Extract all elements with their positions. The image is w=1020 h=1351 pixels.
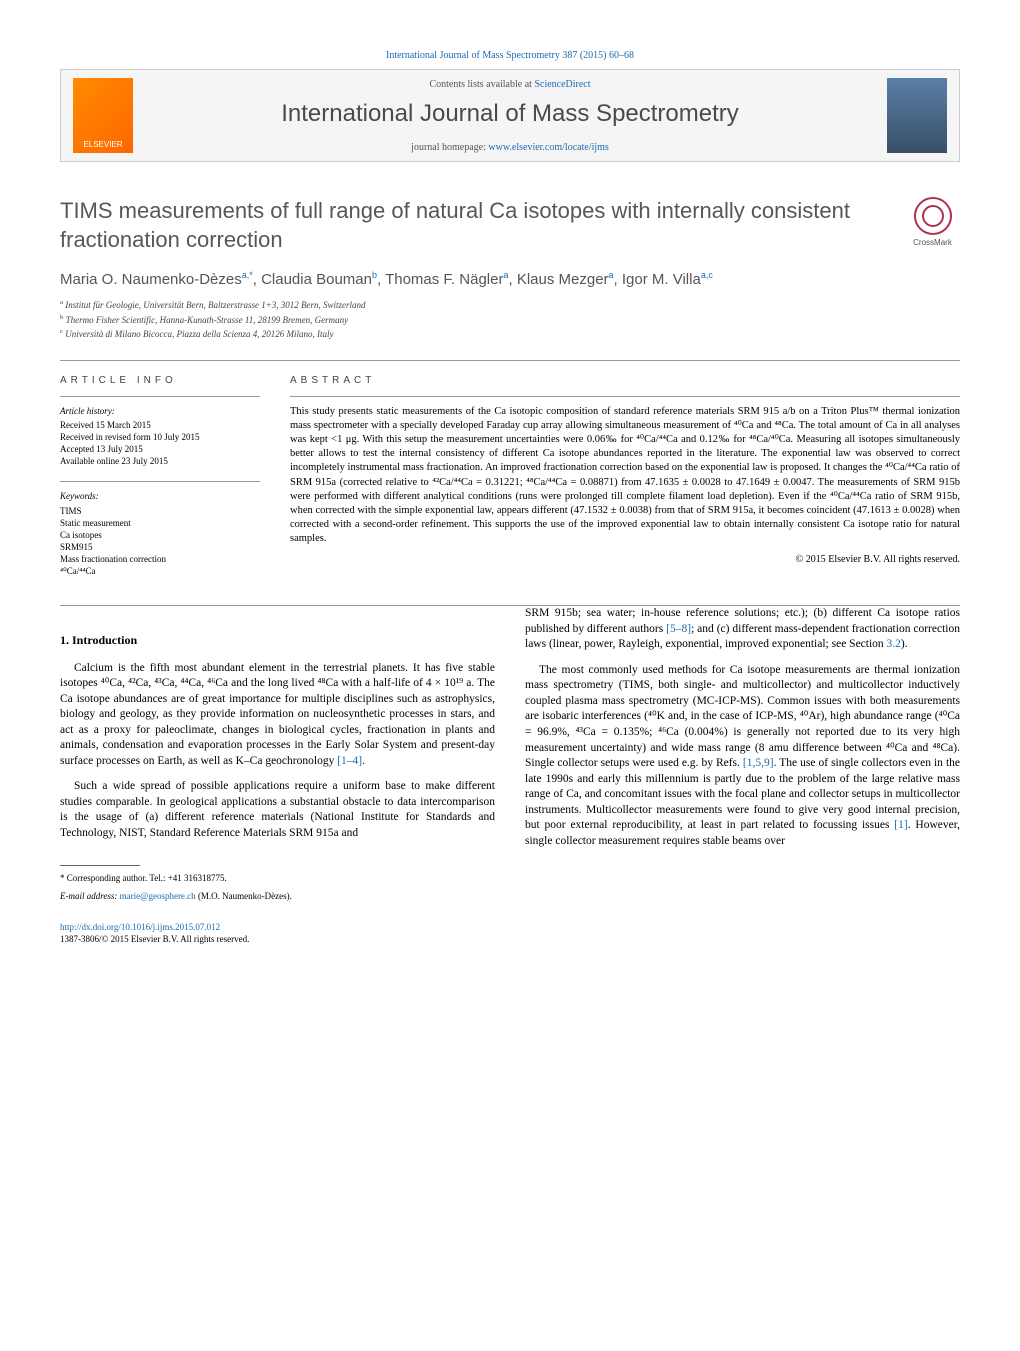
history-accepted: Accepted 13 July 2015: [60, 443, 260, 455]
body-paragraph: Calcium is the fifth most abundant eleme…: [60, 661, 495, 770]
copyright: © 2015 Elsevier B.V. All rights reserved…: [290, 554, 960, 565]
crossmark-label: CrossMark: [913, 238, 952, 247]
section-heading: 1. Introduction: [60, 632, 495, 648]
keyword: Ca isotopes: [60, 529, 260, 541]
ref-link[interactable]: [1]: [894, 819, 907, 831]
citation-link[interactable]: International Journal of Mass Spectromet…: [386, 50, 634, 61]
body-paragraph: The most commonly used methods for Ca is…: [525, 663, 960, 849]
history-revised: Received in revised form 10 July 2015: [60, 431, 260, 443]
email-line: E-mail address: marie@geosphere.ch (M.O.…: [60, 890, 495, 902]
page: International Journal of Mass Spectromet…: [0, 0, 1020, 985]
history-received: Received 15 March 2015: [60, 419, 260, 431]
keywords-label: Keywords:: [60, 490, 260, 502]
contents-prefix: Contents lists available at: [429, 79, 534, 90]
running-header: International Journal of Mass Spectromet…: [60, 50, 960, 61]
info-divider: [60, 396, 260, 397]
keyword: Mass fractionation correction: [60, 553, 260, 565]
body-col-left: 1. Introduction Calcium is the fifth mos…: [60, 606, 495, 944]
history-label: Article history:: [60, 405, 260, 417]
affiliation-b: b Thermo Fisher Scientific, Hanna-Kunath…: [60, 313, 960, 328]
corresponding-author: * Corresponding author. Tel.: +41 316318…: [60, 872, 495, 884]
keyword: TIMS: [60, 505, 260, 517]
ref-link[interactable]: [1–4]: [337, 755, 362, 767]
abstract: abstract This study presents static meas…: [290, 375, 960, 592]
crossmark-badge[interactable]: CrossMark: [905, 197, 960, 247]
homepage-link[interactable]: www.elsevier.com/locate/ijms: [488, 142, 608, 153]
issn-line: 1387-3806/© 2015 Elsevier B.V. All right…: [60, 933, 495, 945]
affiliations: a Institut für Geologie, Universität Ber…: [60, 298, 960, 342]
keyword: Static measurement: [60, 517, 260, 529]
info-heading: article info: [60, 375, 260, 386]
keyword: SRM915: [60, 541, 260, 553]
info-abstract-row: article info Article history: Received 1…: [60, 361, 960, 606]
crossmark-icon: [914, 197, 952, 235]
doi-link[interactable]: http://dx.doi.org/10.1016/j.ijms.2015.07…: [60, 922, 220, 932]
history-online: Available online 23 July 2015: [60, 455, 260, 467]
article-history: Article history: Received 15 March 2015 …: [60, 405, 260, 468]
affiliation-c: c Università di Milano Bicocca, Piazza d…: [60, 327, 960, 342]
contents-line: Contents lists available at ScienceDirec…: [133, 79, 887, 90]
abstract-text: This study presents static measurements …: [290, 405, 960, 547]
body-paragraph: SRM 915b; sea water; in-house reference …: [525, 606, 960, 653]
body-paragraph: Such a wide spread of possible applicati…: [60, 779, 495, 841]
abstract-heading: abstract: [290, 375, 960, 386]
email-label: E-mail address:: [60, 891, 120, 901]
doi-block: http://dx.doi.org/10.1016/j.ijms.2015.07…: [60, 921, 495, 945]
footnote-divider: [60, 865, 140, 866]
homepage-line: journal homepage: www.elsevier.com/locat…: [133, 142, 887, 153]
affiliation-a: a Institut für Geologie, Universität Ber…: [60, 298, 960, 313]
body-columns: 1. Introduction Calcium is the fifth mos…: [60, 606, 960, 944]
title-row: TIMS measurements of full range of natur…: [60, 197, 960, 270]
ref-link[interactable]: 3.2: [887, 638, 901, 650]
sciencedirect-link[interactable]: ScienceDirect: [534, 79, 590, 90]
ref-link[interactable]: [1,5,9]: [743, 757, 774, 769]
journal-cover-thumb: [887, 78, 947, 153]
banner-center: Contents lists available at ScienceDirec…: [133, 79, 887, 153]
journal-title: International Journal of Mass Spectromet…: [133, 100, 887, 128]
body-col-right: SRM 915b; sea water; in-house reference …: [525, 606, 960, 944]
journal-banner: ELSEVIER Contents lists available at Sci…: [60, 69, 960, 162]
keywords-block: Keywords: TIMS Static measurement Ca iso…: [60, 490, 260, 577]
abstract-divider: [290, 396, 960, 397]
article-title: TIMS measurements of full range of natur…: [60, 197, 905, 254]
email-suffix: (M.O. Naumenko-Dèzes).: [196, 891, 292, 901]
publisher-logo: ELSEVIER: [73, 78, 133, 153]
ref-link[interactable]: [5–8]: [666, 623, 691, 635]
info-divider: [60, 481, 260, 482]
homepage-prefix: journal homepage:: [411, 142, 488, 153]
email-link[interactable]: marie@geosphere.ch: [120, 891, 196, 901]
keyword: ⁴⁰Ca/⁴⁴Ca: [60, 565, 260, 577]
article-info: article info Article history: Received 1…: [60, 375, 260, 592]
authors-line: Maria O. Naumenko-Dèzesa,*, Claudia Boum…: [60, 270, 960, 288]
